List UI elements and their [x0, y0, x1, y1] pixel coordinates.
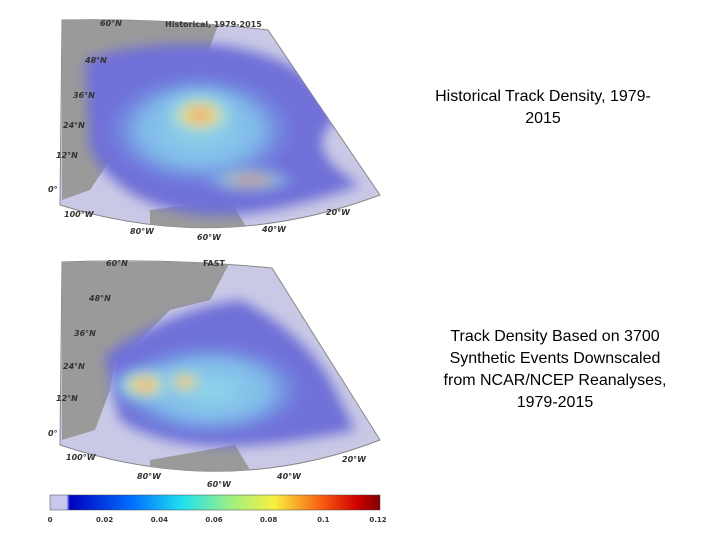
density: [110, 340, 310, 440]
colorbar-tick-label: 0.06: [205, 516, 222, 524]
lon-label: 80°W: [130, 227, 155, 236]
colorbar: [49, 494, 381, 511]
colorbar-tick-label: 0.04: [151, 516, 168, 524]
caption-line: 1979-2015: [516, 394, 594, 411]
lat-label: 60°N: [106, 259, 128, 268]
lon-label: 40°W: [276, 472, 302, 481]
colorbar-tick-label: 0: [48, 516, 53, 524]
lon-label: 20°W: [342, 455, 367, 464]
caption: Historical Track Density, 1979- 2015: [398, 86, 688, 130]
lat-label: 48°N: [88, 294, 111, 303]
caption-line: from NCAR/NCEP Reanalyses,: [443, 372, 667, 389]
caption-line: Synthetic Events Downscaled: [449, 350, 661, 367]
labels: 60°N 48°N 36°N 24°N 12°N 0° 100°W 80°W 60°W 40°W 2…: [48, 19, 387, 524]
lon-label: 60°W: [197, 233, 222, 242]
colorbar-tick-label: 0.08: [260, 516, 277, 524]
caption: Track Density Based on 3700 Synthetic Eve…: [410, 326, 700, 414]
lat-label: 0°: [48, 185, 58, 194]
density: [110, 365, 180, 405]
lon-label: 40°W: [261, 225, 287, 234]
map-top: Historical, 1979-2015: [59, 19, 381, 229]
lat-label: 24°N: [63, 362, 85, 371]
land: [150, 445, 265, 472]
colorbar-tick-label: 0.12: [369, 516, 386, 524]
caption-line: 2015: [525, 110, 561, 127]
lon-label: 20°W: [326, 208, 351, 217]
density: [200, 165, 300, 195]
lon-label: 100°W: [64, 210, 95, 219]
lon-label: 60°W: [207, 480, 232, 489]
lat-label: 24°N: [63, 121, 85, 130]
colorbar-tick-label: 0.02: [96, 516, 113, 524]
colorbar-tick-label: 0.1: [317, 516, 330, 524]
lat-label: 12°N: [56, 394, 78, 403]
map-bottom: FAST: [59, 259, 381, 472]
lon-label: 100°W: [66, 453, 97, 462]
lat-label: 12°N: [56, 151, 78, 160]
lat-label: 60°N: [100, 19, 122, 28]
caption-line: Historical Track Density, 1979-: [435, 88, 651, 105]
density: [155, 87, 245, 143]
lon-label: 80°W: [137, 472, 162, 481]
lat-label: 0°: [48, 429, 58, 438]
lat-label: 48°N: [84, 56, 107, 65]
lat-label: 36°N: [74, 329, 96, 338]
map-title: Historical, 1979-2015: [165, 20, 262, 29]
density: [160, 367, 210, 397]
lat-label: 36°N: [73, 91, 95, 100]
map-title: FAST: [203, 259, 226, 268]
land: [62, 262, 230, 440]
caption-line: Track Density Based on 3700: [450, 328, 660, 345]
